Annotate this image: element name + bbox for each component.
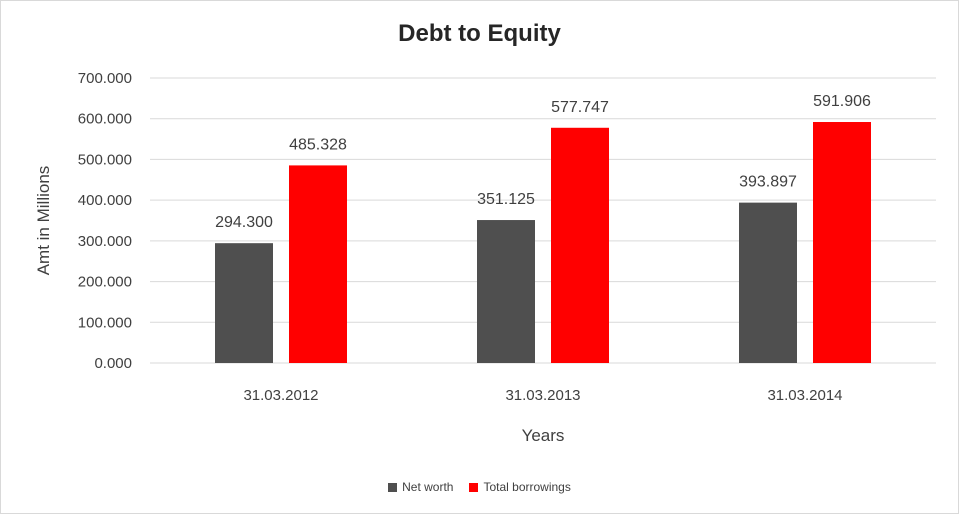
x-tick-label: 31.03.2013 (505, 387, 580, 404)
data-label: 577.747 (551, 99, 609, 116)
y-tick-label: 100.000 (78, 314, 132, 331)
data-label: 351.125 (477, 191, 535, 208)
legend-swatch-net-worth (388, 482, 398, 492)
y-tick-label: 600.000 (78, 111, 132, 128)
data-label: 485.328 (289, 136, 347, 153)
bar (551, 127, 609, 363)
y-tick-label: 700.000 (78, 70, 132, 87)
legend-swatch-total-borrowings (469, 482, 479, 492)
bar (739, 202, 797, 363)
legend-item-total-borrowings: Total borrowings (469, 480, 571, 494)
bar (477, 220, 535, 363)
y-tick-label: 200.000 (78, 274, 132, 291)
bar (289, 165, 347, 363)
legend-item-net-worth: Net worth (388, 480, 453, 494)
y-tick-label: 400.000 (78, 192, 132, 209)
data-label: 393.897 (739, 174, 797, 191)
x-axis-label: Years (522, 426, 565, 445)
chart-title: Debt to Equity (398, 20, 561, 47)
x-tick-label: 31.03.2014 (767, 387, 842, 404)
data-label: 591.906 (813, 93, 871, 110)
legend: Net worth Total borrowings (0, 480, 959, 494)
legend-label-total-borrowings: Total borrowings (483, 480, 571, 494)
bar (215, 243, 273, 363)
y-tick-label: 0.000 (94, 355, 132, 372)
y-axis-label: Amt in Millions (34, 166, 53, 276)
y-tick-label: 300.000 (78, 233, 132, 250)
data-label: 294.300 (215, 214, 273, 231)
x-tick-label: 31.03.2012 (243, 387, 318, 404)
legend-label-net-worth: Net worth (402, 480, 454, 494)
bar (813, 122, 871, 363)
y-tick-label: 500.000 (78, 151, 132, 168)
